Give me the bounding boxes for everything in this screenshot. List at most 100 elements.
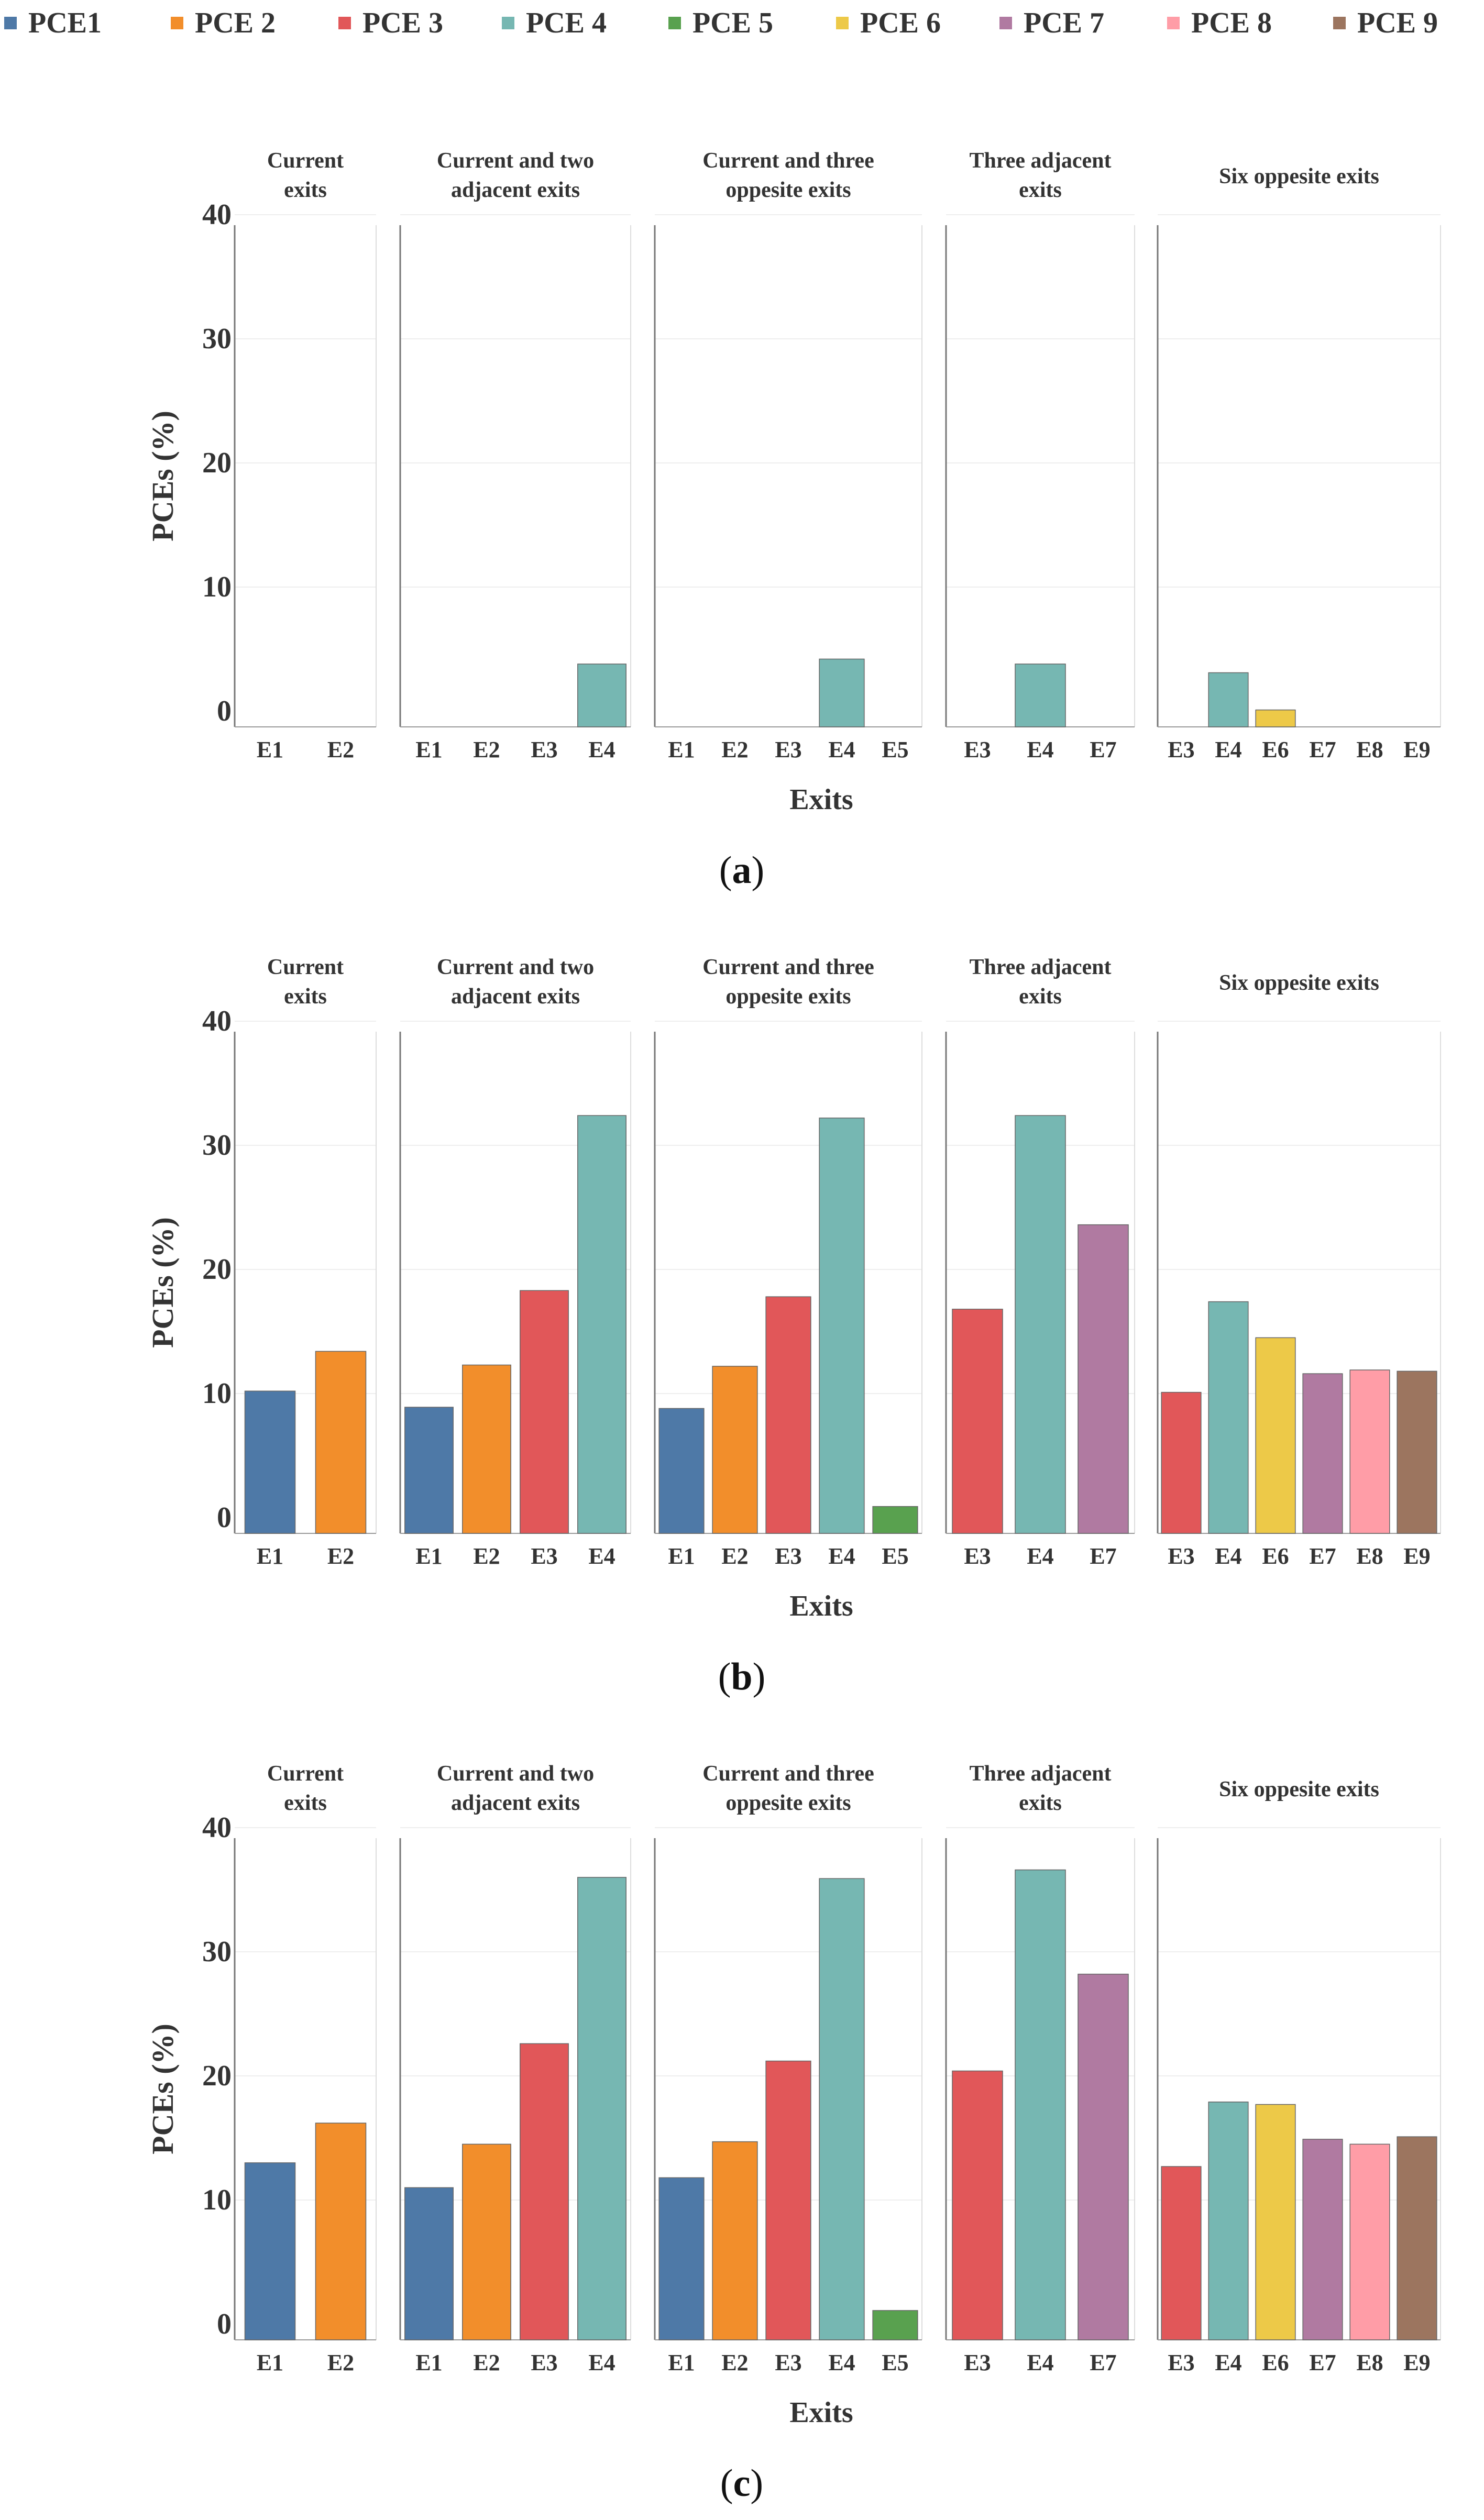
y-tick-label: 20 (202, 1253, 232, 1286)
bar-e6 (1255, 2104, 1296, 2340)
panel-5: Six oppesite exits E3 E4 E6 E7 E8 E9 (1157, 164, 1441, 762)
bar-e4 (1015, 1115, 1066, 1534)
x-tick-label: E3 (775, 737, 801, 762)
bar-e1 (244, 1390, 296, 1534)
panel-title: oppesite exits (725, 178, 851, 202)
legend-swatch (1167, 17, 1180, 29)
x-tick-label: E5 (882, 737, 908, 762)
panel-title: exits (284, 985, 327, 1009)
bar-e4 (819, 1878, 865, 2340)
x-tick-label: E3 (775, 1543, 801, 1569)
panel-5: Six oppesite exits E3 E4 E6 E7 E8 E9 (1157, 971, 1441, 1569)
x-tick-label: E4 (588, 1543, 615, 1569)
bar-e4 (1015, 664, 1066, 727)
bar-e2 (462, 1364, 511, 1534)
bar-e3 (520, 1290, 569, 1534)
x-axis-label: Exits (789, 2396, 853, 2429)
x-tick-label: E2 (327, 1543, 354, 1569)
legend-swatch (502, 17, 514, 29)
x-tick-label: E2 (721, 1543, 748, 1569)
x-tick-label: E4 (828, 737, 855, 762)
bar-e3 (765, 2060, 811, 2340)
x-tick-label: E1 (257, 737, 283, 762)
panel-title: oppesite exits (725, 1791, 851, 1815)
x-tick-label: E6 (1262, 2350, 1289, 2375)
bar-e4 (1208, 2102, 1249, 2340)
x-tick-label: E3 (1168, 2350, 1194, 2375)
x-tick-label: E3 (1168, 1543, 1194, 1569)
bar-e6 (1255, 1337, 1296, 1534)
bar-e1 (658, 1408, 705, 1534)
x-tick-label: E1 (415, 1543, 442, 1569)
legend-swatch (1333, 17, 1346, 29)
y-tick-label: 10 (202, 1377, 232, 1410)
bar-e3 (520, 2043, 569, 2340)
x-tick-label: E7 (1090, 2350, 1116, 2375)
x-tick-label: E6 (1262, 1543, 1289, 1569)
x-tick-label: E3 (964, 737, 991, 762)
legend-label: PCE 5 (692, 7, 773, 39)
x-tick-label: E4 (588, 2350, 615, 2375)
bar-e4 (577, 664, 626, 727)
panel-4: Three adjacent exits E3 E4 E7 (945, 955, 1135, 1569)
x-axis-label: Exits (789, 1590, 853, 1622)
bar-e7 (1078, 1973, 1129, 2340)
bar-e3 (952, 2070, 1003, 2340)
panel-2: Current and two adjacent exits E1 E2 E3 E4 (399, 149, 631, 762)
x-tick-label: E3 (964, 2350, 991, 2375)
legend-item-pce9: PCE 9 (1333, 7, 1438, 39)
bar-e7 (1302, 2139, 1343, 2340)
y-tick-label: 30 (202, 1936, 232, 1968)
bar-e1 (244, 2162, 296, 2340)
legend-label: PCE 3 (362, 7, 443, 39)
legend-label: PCE 9 (1357, 7, 1438, 39)
panel-2: Current and two adjacent exits E1 E2 E3 E4 (399, 955, 631, 1569)
panel-title: exits (1019, 1791, 1062, 1815)
bar-e4 (1208, 672, 1249, 727)
bar-e4 (577, 1115, 626, 1534)
x-tick-label: E8 (1356, 2350, 1383, 2375)
x-tick-label: E2 (473, 737, 500, 762)
legend-item-pce4: PCE 4 (502, 7, 607, 39)
x-tick-label: E7 (1090, 737, 1116, 762)
x-tick-label: E5 (882, 2350, 908, 2375)
panel-title: exits (1019, 985, 1062, 1009)
x-tick-label: E1 (257, 1543, 283, 1569)
x-tick-label: E4 (828, 1543, 855, 1569)
legend-item-pce2: PCE 2 (171, 7, 276, 39)
x-tick-label: E4 (828, 2350, 855, 2375)
bar-e8 (1349, 1369, 1390, 1534)
legend-item-pce1: PCE1 (4, 7, 102, 39)
bar-e2 (712, 1366, 758, 1534)
x-tick-label: E8 (1356, 1543, 1383, 1569)
x-tick-label: E7 (1309, 2350, 1336, 2375)
panel-title: Current and two (437, 955, 594, 979)
panel-2: Current and two adjacent exits E1 E2 E3 E4 (399, 1762, 631, 2375)
legend-swatch (999, 17, 1012, 29)
panel-title: Current (267, 1762, 344, 1786)
bar-e7 (1302, 1373, 1343, 1534)
panel-title: Three adjacent (969, 1762, 1111, 1786)
bar-e4 (1208, 1301, 1249, 1534)
x-tick-label: E4 (1027, 1543, 1053, 1569)
panel-title: Current and two (437, 1762, 594, 1786)
x-tick-label: E2 (721, 2350, 748, 2375)
y-tick-label: 10 (202, 2184, 232, 2216)
x-tick-label: E1 (415, 737, 442, 762)
x-tick-label: E9 (1403, 1543, 1430, 1569)
bar-e3 (1161, 1391, 1202, 1534)
x-tick-label: E9 (1403, 2350, 1430, 2375)
x-tick-label: E3 (775, 2350, 801, 2375)
legend-item-pce8: PCE 8 (1167, 7, 1272, 39)
panel-title: Current and three (702, 955, 874, 979)
legend-label: PCE 7 (1024, 7, 1104, 39)
bar-e2 (712, 2141, 758, 2340)
bar-e4 (577, 1877, 626, 2340)
x-axis-label: Exits (789, 783, 853, 816)
panel-title: adjacent exits (451, 985, 580, 1009)
bar-e4 (1015, 1869, 1066, 2340)
x-tick-label: E7 (1309, 737, 1336, 762)
panel-title: Current and three (702, 149, 874, 173)
